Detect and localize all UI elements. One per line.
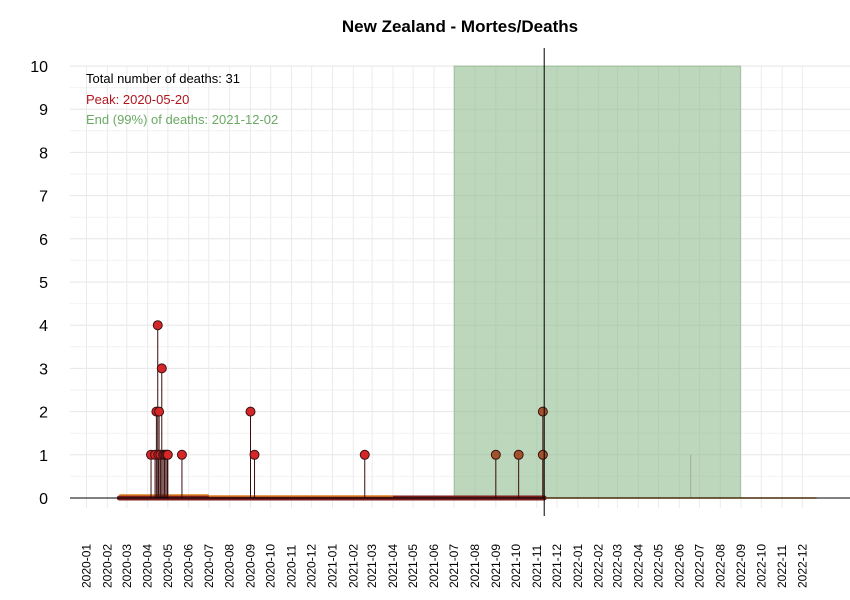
x-tick-label: 2020-06 bbox=[182, 544, 196, 588]
y-tick-label: 6 bbox=[39, 232, 48, 249]
data-point bbox=[490, 449, 501, 460]
x-tick-label: 2022-07 bbox=[692, 544, 706, 588]
data-point bbox=[359, 449, 370, 460]
y-tick-label: 8 bbox=[39, 145, 48, 162]
total-deaths-annotation: Total number of deaths: 31 bbox=[86, 71, 240, 86]
data-point bbox=[537, 449, 548, 460]
x-tick-label: 2022-12 bbox=[795, 544, 809, 588]
x-tick-label: 2020-03 bbox=[120, 544, 134, 588]
x-tick-label: 2020-01 bbox=[80, 544, 94, 588]
x-tick-label: 2022-04 bbox=[631, 544, 645, 588]
x-tick-label: 2020-02 bbox=[100, 544, 114, 588]
x-tick-label: 2020-10 bbox=[264, 544, 278, 588]
x-tick-label: 2021-05 bbox=[406, 544, 420, 588]
x-tick-label: 2021-04 bbox=[386, 544, 400, 588]
data-point bbox=[245, 406, 256, 417]
data-point bbox=[154, 406, 165, 417]
x-tick-label: 2021-01 bbox=[325, 544, 339, 588]
x-tick-label: 2020-07 bbox=[202, 544, 216, 588]
x-tick-label: 2022-09 bbox=[734, 544, 748, 588]
x-tick-label: 2022-10 bbox=[754, 544, 768, 588]
x-tick-label: 2021-10 bbox=[509, 544, 523, 588]
data-point bbox=[176, 449, 187, 460]
x-tick-label: 2021-09 bbox=[489, 544, 503, 588]
y-tick-label: 3 bbox=[39, 361, 48, 378]
end-of-deaths-shaded-region bbox=[453, 65, 741, 499]
x-tick-label: 2020-08 bbox=[223, 544, 237, 588]
x-tick-label: 2021-08 bbox=[468, 544, 482, 588]
x-tick-label: 2021-12 bbox=[550, 544, 564, 588]
end-annotation: End (99%) of deaths: 2021-12-02 bbox=[86, 112, 278, 127]
y-tick-label: 7 bbox=[39, 189, 48, 206]
x-tick-label: 2021-07 bbox=[447, 544, 461, 588]
x-tick-labels: 2020-01 2020-02 2020-03 2020-04 2020-05 2020-… bbox=[80, 544, 810, 588]
y-tick-label: 9 bbox=[39, 102, 48, 119]
y-tick-label: 1 bbox=[39, 448, 48, 465]
data-point bbox=[537, 406, 548, 417]
data-points bbox=[146, 320, 548, 460]
x-tick-label: 2020-12 bbox=[305, 544, 319, 588]
y-tick-label: 10 bbox=[30, 59, 48, 76]
x-tick-label: 2021-03 bbox=[365, 544, 379, 588]
x-tick-label: 2020-11 bbox=[284, 545, 298, 588]
data-point bbox=[513, 449, 524, 460]
x-tick-label: 2022-01 bbox=[571, 544, 585, 588]
y-tick-label: 2 bbox=[39, 405, 48, 422]
data-point bbox=[249, 449, 260, 460]
x-tick-label: 2022-05 bbox=[651, 544, 665, 588]
chart-title: New Zealand - Mortes/Deaths bbox=[342, 17, 578, 36]
x-tick-label: 2022-11 bbox=[775, 545, 789, 588]
data-point bbox=[162, 449, 173, 460]
x-tick-label: 2020-05 bbox=[161, 544, 175, 588]
x-tick-label: 2020-04 bbox=[141, 544, 155, 588]
y-tick-labels: 0 1 2 3 4 5 6 7 8 9 10 bbox=[30, 59, 48, 508]
y-tick-label: 5 bbox=[39, 275, 48, 292]
x-tick-label: 2021-02 bbox=[346, 544, 360, 588]
data-point bbox=[156, 363, 167, 374]
x-tick-label: 2022-08 bbox=[713, 544, 727, 588]
x-tick-label: 2022-06 bbox=[672, 544, 686, 588]
data-point bbox=[152, 320, 163, 331]
x-tick-label: 2021-11 bbox=[530, 545, 544, 588]
y-tick-label: 0 bbox=[39, 491, 48, 508]
x-tick-label: 2021-06 bbox=[427, 544, 441, 588]
y-tick-label: 4 bbox=[39, 318, 48, 335]
peak-annotation: Peak: 2020-05-20 bbox=[86, 92, 189, 107]
x-tick-label: 2020-09 bbox=[243, 544, 257, 588]
x-tick-label: 2022-03 bbox=[610, 544, 624, 588]
x-tick-label: 2022-02 bbox=[592, 544, 606, 588]
